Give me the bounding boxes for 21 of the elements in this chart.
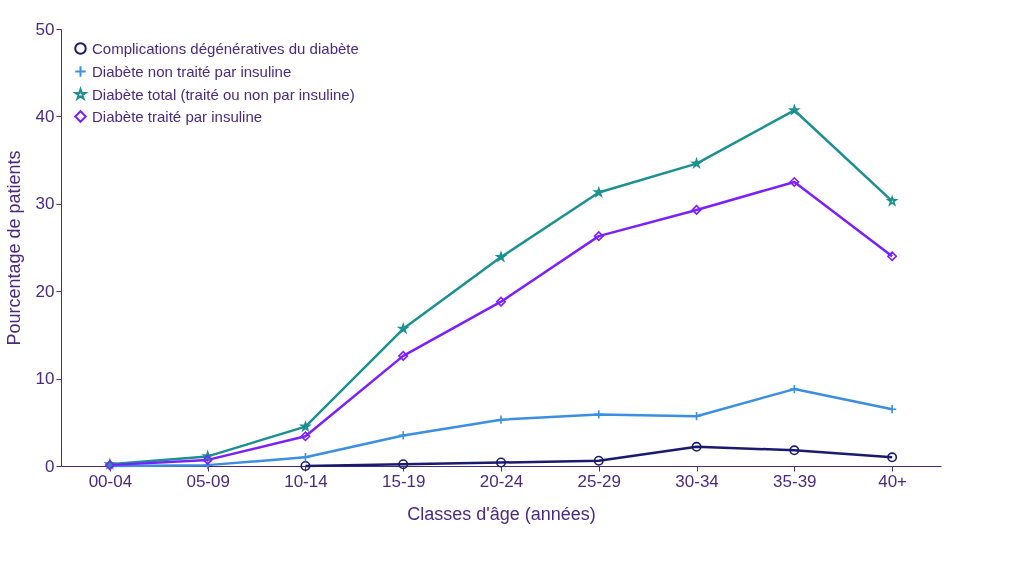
x-tick-label: 40+ — [878, 471, 908, 491]
x-axis-title: Classes d'âge (années) — [407, 503, 596, 524]
y-tick-label: 20 — [35, 281, 55, 301]
x-tick-label: 30-34 — [675, 471, 719, 491]
y-tick-label: 0 — [45, 456, 55, 476]
y-tick-label: 40 — [35, 106, 55, 126]
legend-label: Complications dégénératives du diabète — [92, 39, 359, 57]
x-tick-label: 20-24 — [479, 471, 524, 491]
x-tick-label: 25-29 — [577, 471, 622, 491]
y-axis-title: Pourcentage de patients — [3, 150, 24, 346]
x-tick-label: 05-09 — [186, 471, 230, 491]
legend-label: Diabète traité par insuline — [92, 107, 263, 125]
y-tick-label: 10 — [35, 369, 55, 389]
x-tick-label: 00-04 — [88, 471, 133, 491]
legend-label: Diabète non traité par insuline — [92, 62, 292, 80]
x-tick-label: 10-14 — [284, 471, 328, 491]
y-tick-label: 50 — [35, 19, 55, 39]
legend-label: Diabète total (traité ou non par insuline) — [92, 85, 355, 103]
x-tick-label: 35-39 — [773, 471, 817, 491]
x-tick-label: 15-19 — [381, 471, 426, 491]
y-tick-label: 30 — [35, 194, 55, 214]
